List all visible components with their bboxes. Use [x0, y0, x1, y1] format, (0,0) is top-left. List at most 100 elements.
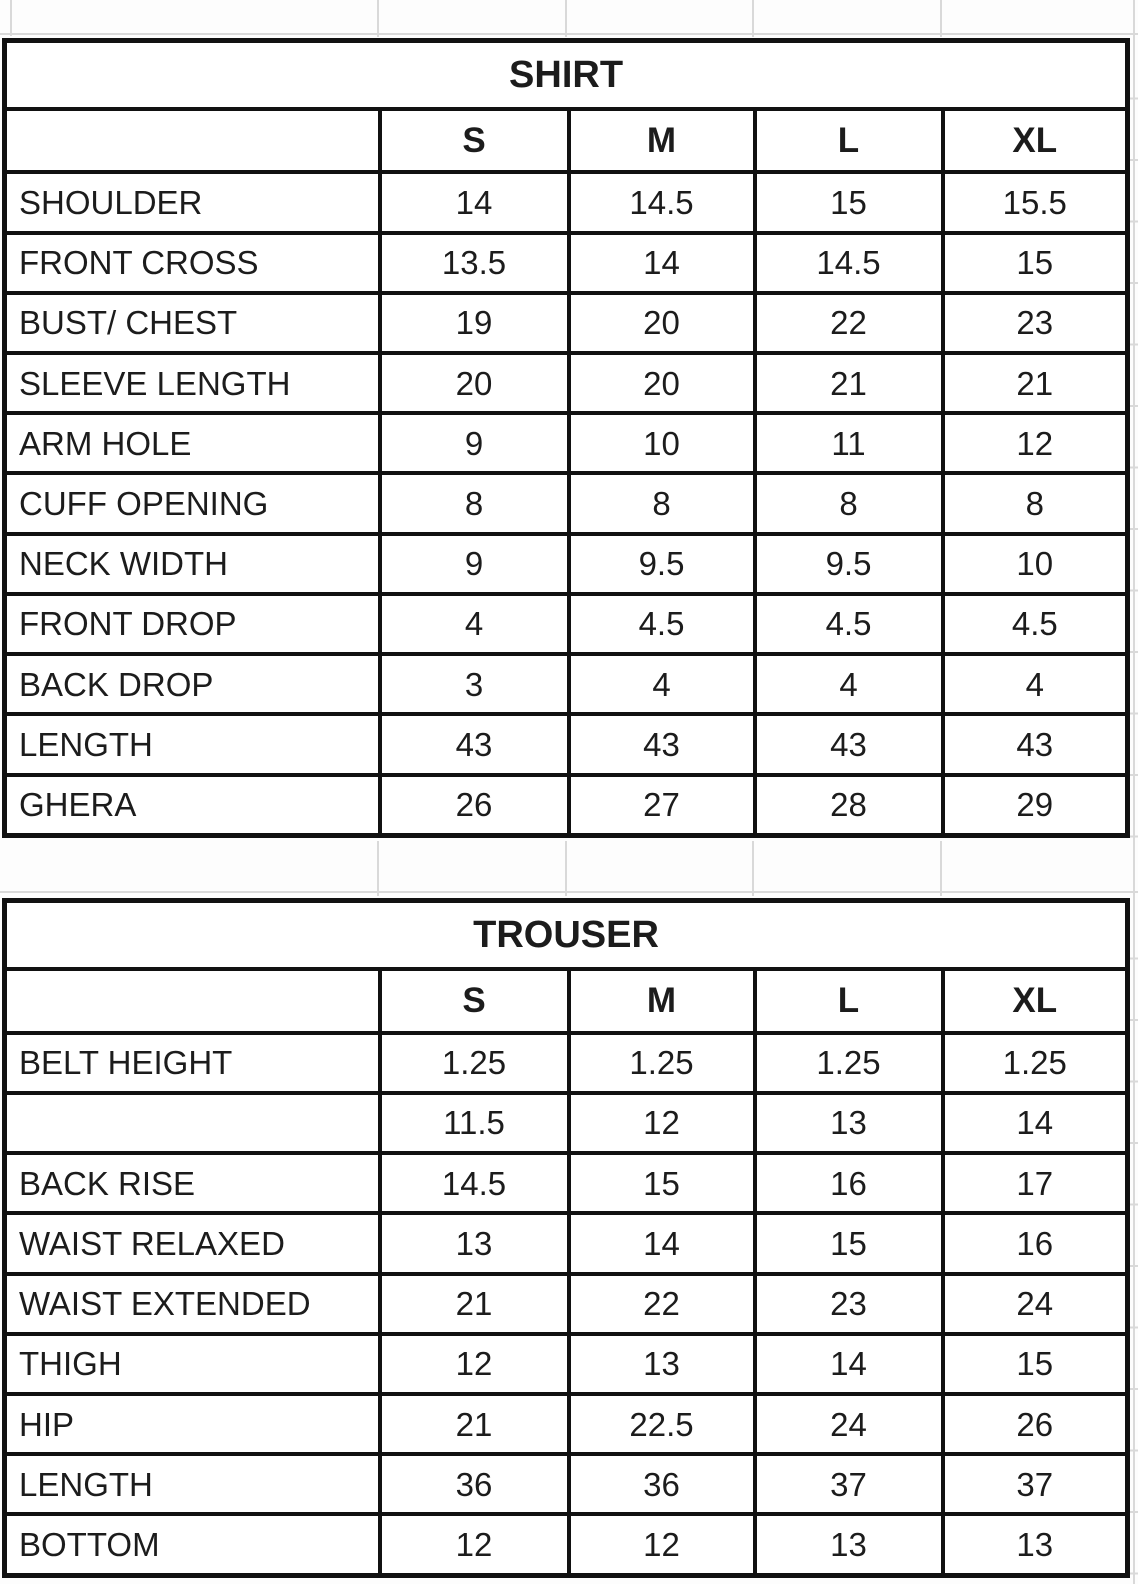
corner-cell — [2, 107, 382, 175]
spreadsheet-gridline — [10, 0, 12, 36]
cell-value: 22 — [566, 1271, 757, 1336]
cell-value: 12 — [377, 1331, 571, 1396]
cell-value: 8 — [566, 471, 757, 536]
spreadsheet-gridline — [377, 841, 379, 896]
cell-value: 28 — [752, 772, 945, 838]
spreadsheet-gridline — [0, 891, 1138, 893]
cell-value: 27 — [566, 772, 757, 838]
table-row: GHERA 26 27 28 29 — [2, 772, 1130, 838]
table-row: SLEEVE LENGTH 20 20 21 21 — [2, 351, 1130, 416]
spreadsheet-gridline — [377, 0, 379, 37]
size-header-l: L — [752, 967, 945, 1035]
table-row: LENGTH 36 36 37 37 — [2, 1452, 1130, 1517]
row-label: CUFF OPENING — [2, 471, 382, 536]
cell-value: 14 — [377, 170, 571, 235]
cell-value: 1.25 — [752, 1030, 945, 1095]
corner-cell — [2, 967, 382, 1035]
spreadsheet-gridline — [1127, 38, 1138, 838]
cell-value: 12 — [940, 411, 1130, 476]
row-label: SLEEVE LENGTH — [2, 351, 382, 416]
cell-value: 16 — [940, 1211, 1130, 1276]
table-row: LENGTH 43 43 43 43 — [2, 712, 1130, 777]
cell-value: 11.5 — [377, 1090, 571, 1156]
cell-value: 43 — [940, 712, 1130, 777]
cell-value: 14 — [752, 1331, 945, 1396]
cell-value: 9.5 — [752, 531, 945, 596]
cell-value: 9 — [377, 411, 571, 476]
cell-value: 13 — [752, 1090, 945, 1156]
cell-value: 15 — [752, 170, 945, 235]
cell-value: 37 — [940, 1452, 1130, 1517]
cell-value: 13 — [940, 1512, 1130, 1578]
row-label: WAIST EXTENDED — [2, 1271, 382, 1336]
table-row: NECK WIDTH 9 9.5 9.5 10 — [2, 531, 1130, 596]
cell-value: 8 — [377, 471, 571, 536]
cell-value: 29 — [940, 772, 1130, 838]
cell-value: 4.5 — [940, 591, 1130, 657]
cell-value: 15 — [752, 1211, 945, 1276]
size-header-l: L — [752, 107, 945, 175]
cell-value: 43 — [566, 712, 757, 777]
cell-value: 4 — [752, 652, 945, 717]
spreadsheet-gridline — [565, 841, 567, 896]
cell-value: 1.25 — [377, 1030, 571, 1095]
cell-value: 3 — [377, 652, 571, 717]
row-label: HIP — [2, 1391, 382, 1457]
spreadsheet-gridline — [0, 33, 1138, 35]
row-label: LENGTH — [2, 1452, 382, 1517]
spreadsheet-gridline — [752, 0, 754, 37]
size-header-row: S M L XL — [2, 967, 1130, 1035]
table-row: WAIST EXTENDED 21 22 23 24 — [2, 1271, 1130, 1336]
cell-value: 1.25 — [940, 1030, 1130, 1095]
cell-value: 4 — [940, 652, 1130, 717]
table-row: SHOULDER 14 14.5 15 15.5 — [2, 170, 1130, 235]
cell-value: 1.25 — [566, 1030, 757, 1095]
cell-value: 10 — [940, 531, 1130, 596]
cell-value: 22 — [752, 290, 945, 356]
table-row: WAIST RELAXED 13 14 15 16 — [2, 1211, 1130, 1276]
size-header-m: M — [566, 967, 757, 1035]
spreadsheet-gridline — [752, 841, 754, 896]
cell-value: 13 — [377, 1211, 571, 1276]
cell-value: 14 — [566, 1211, 757, 1276]
row-label: BELT HEIGHT — [2, 1030, 382, 1095]
cell-value: 19 — [377, 290, 571, 356]
size-header-xl: XL — [940, 967, 1130, 1035]
table-row: FRONT CROSS 13.5 14 14.5 15 — [2, 230, 1130, 295]
cell-value: 21 — [377, 1271, 571, 1336]
row-label: LENGTH — [2, 712, 382, 777]
cell-value: 12 — [566, 1512, 757, 1578]
trouser-table-title: TROUSER — [2, 898, 1130, 972]
cell-value: 12 — [377, 1512, 571, 1578]
cell-value: 23 — [752, 1271, 945, 1336]
table-title-row: SHIRT — [2, 38, 1130, 112]
row-label: ARM HOLE — [2, 411, 382, 476]
spreadsheet-gridline — [565, 0, 567, 37]
cell-value: 4.5 — [752, 591, 945, 657]
cell-value: 36 — [566, 1452, 757, 1517]
cell-value: 15 — [566, 1151, 757, 1216]
cell-value: 9 — [377, 531, 571, 596]
table-row: BELT HEIGHT 1.25 1.25 1.25 1.25 — [2, 1030, 1130, 1095]
cell-value: 4 — [377, 591, 571, 657]
cell-value: 15.5 — [940, 170, 1130, 235]
trouser-size-table: TROUSER S M L XL BELT HEIGHT 1.25 1.25 1.25… — [2, 898, 1131, 1578]
cell-value: 11 — [752, 411, 945, 476]
row-label: BACK RISE — [2, 1151, 382, 1216]
size-header-s: S — [377, 107, 571, 175]
cell-value: 15 — [940, 1331, 1130, 1396]
cell-value: 26 — [940, 1391, 1130, 1457]
cell-value: 15 — [940, 230, 1130, 295]
size-header-xl: XL — [940, 107, 1130, 175]
cell-value: 9.5 — [566, 531, 757, 596]
cell-value: 14.5 — [566, 170, 757, 235]
row-label: BACK DROP — [2, 652, 382, 717]
row-label: BOTTOM — [2, 1512, 382, 1578]
table-row: BOTTOM 12 12 13 13 — [2, 1512, 1130, 1578]
cell-value: 14.5 — [377, 1151, 571, 1216]
cell-value: 4 — [566, 652, 757, 717]
cell-value: 14.5 — [752, 230, 945, 295]
cell-value: 8 — [752, 471, 945, 536]
table-row: FRONT DROP 4 4.5 4.5 4.5 — [2, 591, 1130, 657]
